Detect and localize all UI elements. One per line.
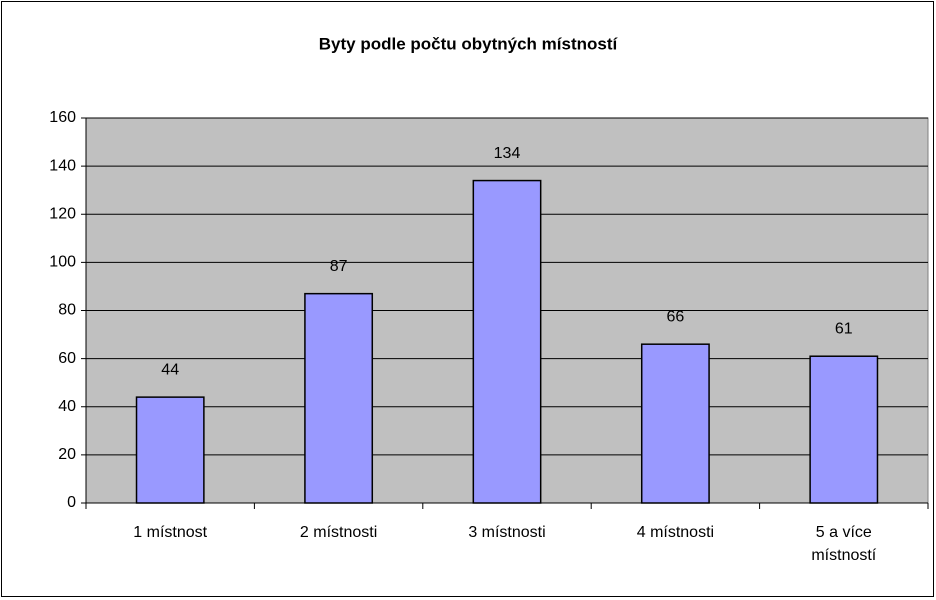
x-tick-label-line: 5 a více — [816, 524, 872, 541]
x-tick-label: 1 místnost — [133, 524, 207, 541]
x-tick-label: 4 místnosti — [637, 524, 714, 541]
y-tick-label: 80 — [58, 302, 76, 319]
y-tick-label: 40 — [58, 398, 76, 415]
y-tick-label: 160 — [49, 109, 76, 126]
data-label: 61 — [835, 320, 853, 337]
y-tick-label: 140 — [49, 157, 76, 174]
data-label: 87 — [330, 258, 348, 275]
y-tick-label: 20 — [58, 446, 76, 463]
bar — [135, 396, 205, 504]
data-label: 66 — [667, 308, 685, 325]
bar — [809, 355, 879, 504]
data-label: 134 — [494, 145, 521, 162]
x-tick-label: 5 a více místností — [811, 524, 876, 564]
data-label: 44 — [161, 361, 179, 378]
bar — [472, 179, 542, 504]
bar — [304, 292, 374, 504]
x-tick-label: 3 místnosti — [468, 524, 545, 541]
x-tick-label-line: místností — [811, 547, 876, 564]
y-tick-label: 0 — [67, 494, 76, 511]
y-tick-label: 60 — [58, 350, 76, 367]
y-tick-label: 120 — [49, 205, 76, 222]
bar — [640, 343, 710, 504]
chart-title: Byty podle počtu obytných místností — [319, 34, 619, 53]
y-tick-label: 100 — [49, 254, 76, 271]
x-tick-label: 2 místnosti — [300, 524, 377, 541]
